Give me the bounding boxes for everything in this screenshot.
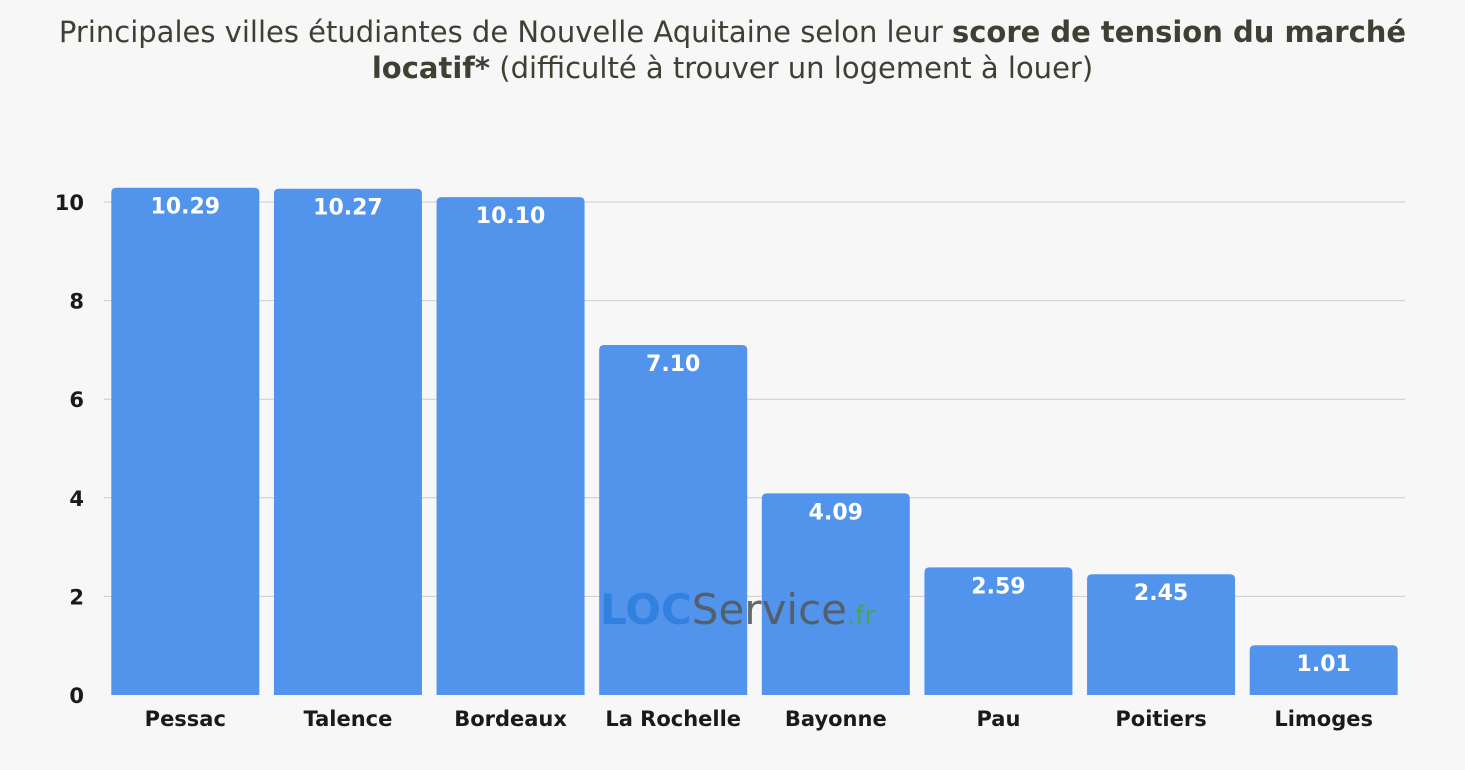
x-tick-label: Bayonne	[785, 707, 887, 731]
data-label: 10.29	[151, 195, 221, 220]
y-tick-label: 6	[69, 388, 84, 412]
data-label: 7.10	[646, 352, 700, 377]
x-tick-label: Pessac	[145, 707, 226, 731]
bar-poitiers	[1087, 574, 1236, 695]
locservice-watermark: LOCService.fr	[600, 585, 875, 634]
x-tick-label: Bordeaux	[454, 707, 567, 731]
x-tick-label: Pau	[976, 707, 1020, 731]
title-emphasis: score de tension du marché locatif*	[371, 15, 1407, 85]
y-axis: 0 2 4 6 8 10	[55, 191, 84, 708]
y-tick-label: 2	[69, 585, 84, 609]
bar-la-rochelle	[599, 344, 748, 695]
watermark-service-text: Service	[692, 585, 847, 634]
bar-limoges	[1249, 645, 1398, 695]
bars: 10.29 10.27 10.10 7.10 4.09 2.59 2.45 1.01	[111, 187, 1398, 695]
bar-bordeaux	[436, 197, 585, 695]
data-label: 2.45	[1134, 581, 1188, 606]
title-part-1: Principales villes étudiantes de Nouvell…	[58, 15, 952, 49]
bar-bayonne	[761, 493, 910, 695]
y-tick-label: 10	[55, 191, 84, 215]
watermark-fr-text: .fr	[847, 601, 875, 631]
data-label: 10.10	[476, 204, 546, 229]
data-label: 4.09	[809, 500, 863, 525]
x-tick-label: Poitiers	[1115, 707, 1206, 731]
x-tick-label: Limoges	[1274, 707, 1373, 731]
data-label: 10.27	[313, 196, 383, 221]
bar-pau	[924, 567, 1073, 695]
title-part-2: (difficulté à trouver un logement à loue…	[490, 51, 1094, 85]
x-tick-label: Talence	[304, 707, 393, 731]
y-tick-label: 4	[69, 487, 84, 511]
chart-title: Principales villes étudiantes de Nouvell…	[0, 14, 1465, 86]
data-label: 1.01	[1297, 652, 1351, 677]
x-axis: Pessac Talence Bordeaux La Rochelle Bayonne P…	[145, 707, 1373, 731]
y-tick-label: 8	[69, 290, 84, 314]
bar-talence	[273, 188, 422, 695]
x-tick-label: La Rochelle	[605, 707, 741, 731]
watermark-loc: LOCService.fr	[600, 585, 875, 634]
bar-pessac	[111, 187, 260, 695]
data-label: 2.59	[971, 574, 1025, 599]
y-tick-label: 0	[69, 684, 84, 708]
watermark-loc-text: LOC	[600, 585, 692, 634]
